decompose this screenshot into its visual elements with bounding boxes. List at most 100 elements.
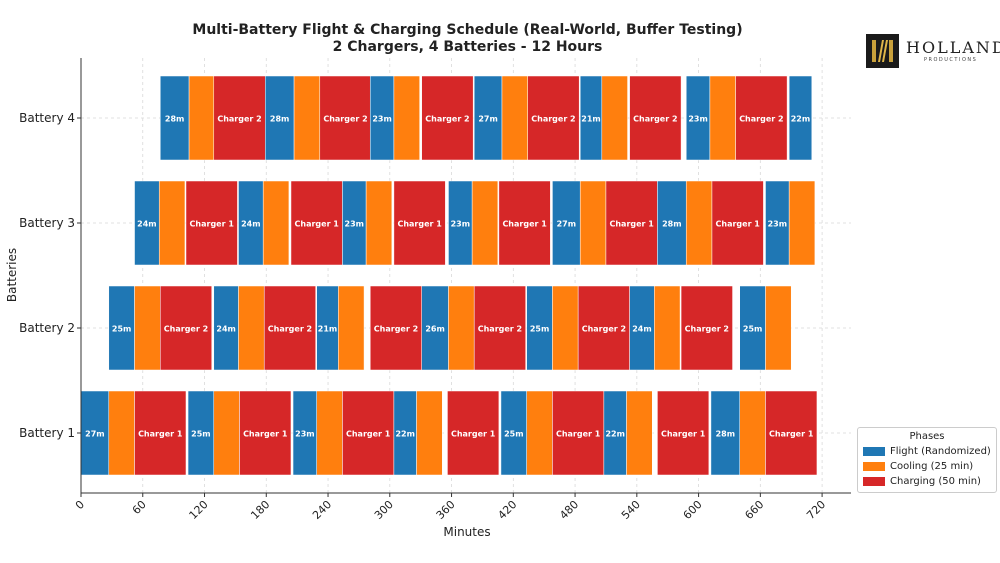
logo-wordmark: HOLLAND [906, 38, 1000, 57]
bar-flight [552, 180, 581, 266]
bar-cooling [293, 75, 321, 161]
bar-cooling [188, 75, 216, 161]
bar-label: Charger 2 [685, 325, 729, 334]
x-tick-label: 300 [372, 498, 396, 522]
bar-label: Charger 1 [716, 220, 761, 229]
legend-label-flight: Flight (Randomized) [890, 446, 991, 457]
bar-cooling [654, 285, 681, 371]
bar-label: Charger 2 [268, 325, 312, 334]
x-tick-label: 180 [248, 498, 272, 522]
bar-label: 22m [605, 430, 624, 439]
bar-label: 27m [478, 115, 497, 124]
bar-charging [447, 390, 500, 476]
x-tick-label: 720 [804, 498, 828, 522]
bar-flight [526, 285, 553, 371]
bar-label: 24m [241, 220, 260, 229]
bar-cooling [471, 180, 499, 266]
bar-label: Charger 2 [425, 115, 469, 124]
bar-cooling [788, 180, 816, 266]
bar-label: 28m [270, 115, 289, 124]
bar-cooling [365, 180, 393, 266]
bar-charging [134, 390, 187, 476]
y-tick-label: Battery 1 [19, 426, 75, 440]
bar-cooling [338, 285, 365, 371]
bar-label: 21m [581, 115, 600, 124]
chart-title: Multi-Battery Flight & Charging Schedule… [192, 22, 743, 38]
bar-charging [263, 285, 316, 371]
bar-label: Charger 1 [346, 430, 391, 439]
bar-charging [498, 180, 551, 266]
bar-flight [421, 285, 449, 371]
x-tick-label: 540 [619, 498, 643, 522]
bar-charging [552, 390, 605, 476]
bar-cooling [685, 180, 713, 266]
bar-label: 21m [318, 325, 337, 334]
bar-label: 27m [85, 430, 104, 439]
bar-cooling [213, 390, 240, 476]
bar-label: 28m [165, 115, 184, 124]
bar-label: Charger 2 [323, 115, 367, 124]
bar-label: Charger 1 [609, 220, 654, 229]
bar-label: Charger 2 [164, 325, 208, 334]
chart-subtitle: 2 Chargers, 4 Batteries - 12 Hours [332, 39, 603, 55]
bar-charging [160, 285, 212, 371]
bar-label: Charger 1 [295, 220, 340, 229]
bar-cooling [579, 180, 607, 266]
bar-label: 25m [191, 430, 210, 439]
bar-label: 27m [557, 220, 576, 229]
bar-label: 28m [716, 430, 735, 439]
bar-flight [108, 285, 135, 371]
bar-charging [421, 75, 474, 161]
bar-flight [238, 180, 264, 266]
x-tick-label: 420 [495, 498, 519, 522]
bar-cooling [448, 285, 475, 371]
legend-item-flight: Flight (Randomized) [858, 444, 996, 459]
bar-label: 22m [395, 430, 414, 439]
legend-title: Phases [909, 431, 945, 442]
bar-label: Charger 2 [478, 325, 522, 334]
bar-label: Charger 1 [451, 430, 496, 439]
bar-label: Charger 1 [138, 430, 183, 439]
logo-mark-icon [866, 34, 899, 68]
legend-item-charging: Charging (50 min) [858, 474, 996, 489]
bar-label: 23m [688, 115, 707, 124]
bar-charging [711, 180, 764, 266]
x-tick-label: 660 [742, 498, 766, 522]
holland-productions-logo: HOLLAND PRODUCTIONS [866, 34, 1000, 68]
bar-label: 24m [216, 325, 235, 334]
bar-label: Charger 1 [661, 430, 706, 439]
x-tick-label: 600 [681, 498, 705, 522]
bar-label: Charger 1 [556, 430, 601, 439]
bar-label: 25m [504, 430, 523, 439]
bar-label: 24m [137, 220, 156, 229]
legend-label-cooling: Cooling (25 min) [890, 461, 974, 472]
bar-label: 25m [530, 325, 549, 334]
bar-label: Charger 2 [374, 325, 418, 334]
x-axis-label: Minutes [443, 525, 490, 539]
bar-flight [160, 75, 190, 161]
bar-flight [80, 390, 110, 476]
y-axis-label: Batteries [5, 248, 19, 302]
y-tick-label: Battery 3 [19, 216, 75, 230]
y-tick-label: Battery 2 [19, 321, 75, 335]
bar-flight [739, 285, 766, 371]
bar-label: 23m [768, 220, 787, 229]
bar-cooling [552, 285, 579, 371]
bar-charging [605, 180, 658, 266]
bar-cooling [393, 75, 420, 161]
legend-label-charging: Charging (50 min) [890, 476, 981, 487]
bar-cooling [158, 180, 186, 266]
bar-label: Charger 2 [217, 115, 261, 124]
legend-item-cooling: Cooling (25 min) [858, 459, 996, 474]
bar-cooling [739, 390, 766, 476]
x-tick-label: 360 [434, 498, 458, 522]
x-tick-label: 0 [73, 498, 87, 512]
bar-cooling [134, 285, 161, 371]
bar-flight [788, 75, 813, 161]
bar-label: Charger 1 [243, 430, 288, 439]
bar-flight [629, 285, 655, 371]
bar-charging [290, 180, 343, 266]
bar-charging [319, 75, 372, 161]
bar-charging [213, 75, 266, 161]
bar-flight [710, 390, 741, 476]
